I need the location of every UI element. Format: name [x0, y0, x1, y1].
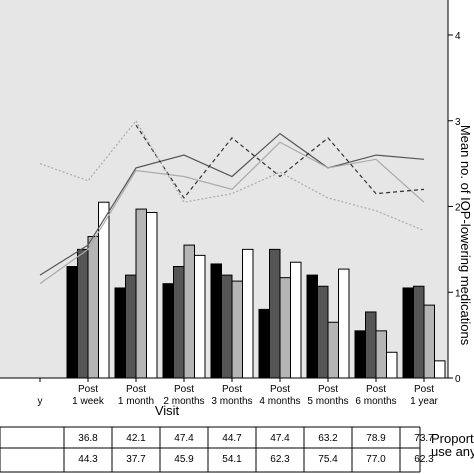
y2-tick-label: 4 [455, 31, 461, 42]
bar [77, 248, 89, 379]
table-cell: 47.4 [270, 433, 290, 444]
bar [338, 268, 350, 379]
line-series [39, 132, 425, 276]
x-tick-label: Post [270, 384, 290, 395]
bar [135, 208, 147, 379]
x-tick-label: 5 months [307, 396, 348, 407]
x-tick-label: 1 week [72, 396, 105, 407]
right-axis-ticks: 0 1 2 3 4 [448, 31, 461, 385]
bar [413, 285, 425, 379]
bar [146, 212, 158, 379]
table-cell: 54.1 [222, 454, 242, 465]
x-tick-label: Post [174, 384, 194, 395]
bar [173, 266, 185, 379]
bar [402, 287, 414, 379]
table-cell: 78.9 [366, 433, 386, 444]
x-tick-label: y [38, 396, 43, 407]
table-cell: 37.7 [126, 454, 146, 465]
trend-lines [39, 119, 425, 285]
x-tick-label: Post [414, 384, 434, 395]
bar [114, 287, 126, 379]
x-tick-label: Post [126, 384, 146, 395]
bar [434, 360, 446, 379]
y2-tick-label: 0 [455, 374, 461, 385]
table-cell: 42.1 [126, 433, 146, 444]
x-tick-label: Post [222, 384, 242, 395]
bar [66, 266, 78, 379]
x-tick-label: 2 months [163, 396, 204, 407]
bar [231, 280, 243, 379]
x-tick-label: 6 months [355, 396, 396, 407]
table-row-label: use any [431, 444, 474, 459]
bar [183, 244, 195, 379]
bar [386, 351, 398, 379]
table-cell: 73.7 [414, 433, 434, 444]
y2-tick-label: 2 [455, 203, 461, 214]
bar [162, 283, 174, 379]
table-cell: 44.7 [222, 433, 242, 444]
table-cell: 36.8 [78, 433, 98, 444]
line-series [39, 119, 425, 232]
line-series [39, 141, 425, 285]
bar [306, 274, 318, 379]
x-tick-label: Post [366, 384, 386, 395]
bar [210, 263, 222, 379]
bar [221, 274, 233, 379]
bar [354, 330, 366, 379]
bar [423, 304, 435, 379]
y2-axis-title: Mean no. of IOP-lowering medications [458, 125, 473, 346]
x-tick-label: 3 months [211, 396, 252, 407]
data-table: 36.8 42.1 47.4 44.7 47.4 63.2 78.9 73.7 44.3 37.7… [0, 426, 474, 473]
bar [269, 248, 281, 379]
bar [290, 261, 302, 379]
y2-tick-label: 1 [455, 288, 461, 299]
bar [194, 254, 206, 379]
bar [365, 311, 377, 379]
bar [87, 236, 99, 379]
table-cell: 62.3 [270, 454, 290, 465]
table-cell: 63.2 [318, 433, 338, 444]
bar [327, 321, 339, 379]
table-row-label: Proporti [431, 431, 474, 446]
table-cell: 44.3 [78, 454, 98, 465]
line-series [135, 124, 425, 199]
table-cell: 47.4 [174, 433, 194, 444]
bar [375, 330, 387, 379]
bar [258, 308, 270, 379]
bar [317, 285, 329, 379]
x-axis-title: Visit [155, 403, 180, 418]
y2-tick-label: 3 [455, 117, 461, 128]
bar [242, 248, 254, 379]
table-cell: 77.0 [366, 454, 386, 465]
x-tick-label: Post [318, 384, 338, 395]
x-tick-label: 4 months [259, 396, 300, 407]
bar [279, 277, 291, 379]
table-cell: 62.3 [414, 454, 434, 465]
bar [125, 274, 137, 379]
table-cell: 75.4 [318, 454, 338, 465]
x-tick-label: 1 year [410, 396, 438, 407]
x-tick-label: Post [78, 384, 98, 395]
x-tick-label: 1 month [118, 396, 154, 407]
table-cell: 45.9 [174, 454, 194, 465]
